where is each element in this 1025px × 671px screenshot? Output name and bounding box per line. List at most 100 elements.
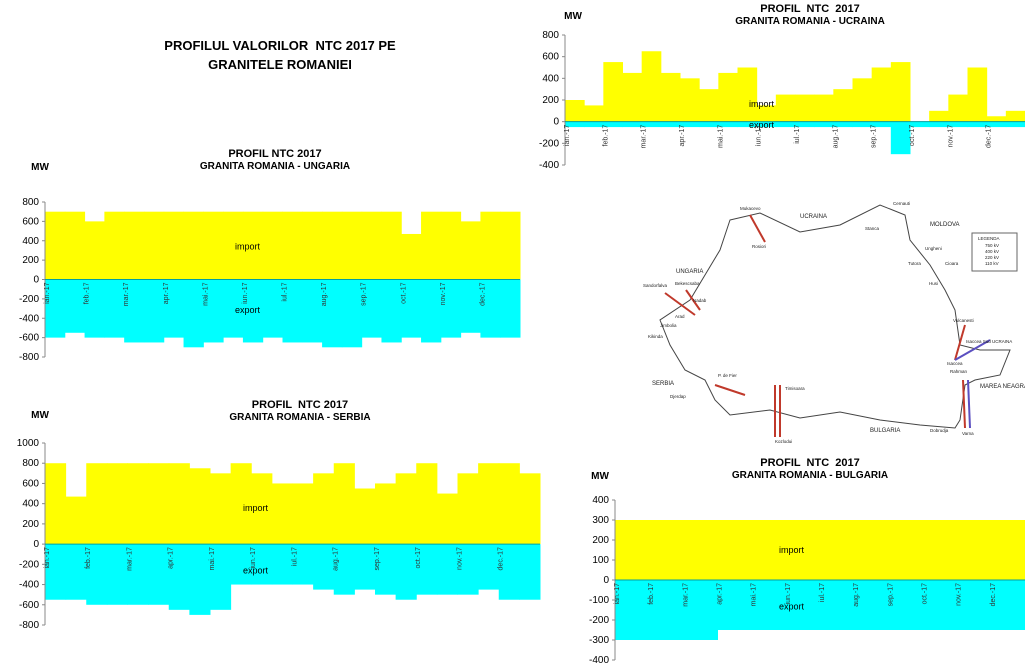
area-step [498,463,520,545]
area-step [203,211,224,280]
area-step [922,520,941,580]
map-label: Arad [675,314,685,319]
area-step [680,121,700,128]
y-axis-label: MW [31,410,49,421]
area-step [986,121,1007,128]
area-step [622,121,643,128]
y-tick-label: 0 [33,539,39,550]
area-step [106,463,128,545]
x-tick-label: ian.-17 [614,583,621,605]
y-tick-label: 100 [592,555,609,566]
area-step [948,121,968,128]
area-step [106,544,128,605]
map-label: Sandorfalva [643,283,668,288]
area-step [814,94,834,122]
y-axis-label: MW [564,11,582,22]
area-step [871,121,892,128]
area-step [210,544,232,610]
area-step [440,211,462,280]
area-step [756,105,777,122]
area-step [973,580,992,630]
area-step [354,544,376,590]
map-label: Kikinda [648,334,663,339]
x-tick-label: mai.-17 [717,125,724,148]
area-step [632,580,650,640]
area-step [84,221,105,280]
y-tick-label: 300 [592,515,609,526]
area-step [395,544,417,600]
area-step [837,520,855,580]
area-step [699,89,719,122]
area-step [401,233,422,280]
area-step [381,211,402,280]
map-label: Stanca [865,226,880,231]
x-tick-label: apr.-17 [679,125,686,147]
x-tick-label: feb.-17 [85,547,92,569]
map-label: Cioara [945,261,959,266]
map-label: 750 kV [985,243,999,248]
x-tick-label: nov.-17 [440,282,447,305]
area-step [1007,580,1025,630]
area-step [64,211,86,280]
area-step [341,211,363,280]
area-step [956,520,975,580]
map-label: Isaccea [947,361,963,366]
line-750 [967,379,971,429]
area-step [795,121,815,128]
map-label: Nadab [693,298,707,303]
line-400 [954,324,966,361]
x-tick-label: dec.-17 [498,547,505,570]
area-step [498,544,520,600]
x-tick-label: nov.-17 [457,547,464,570]
legend-box [971,232,1018,272]
y-tick-label: -600 [19,600,39,611]
y-tick-label: -100 [589,595,609,606]
y-tick-label: 0 [603,575,609,586]
x-tick-label: aug.-17 [321,282,328,306]
area-step [699,121,719,128]
series-label: export [779,601,805,611]
x-tick-label: sep.-17 [361,282,368,305]
area-step [242,279,264,343]
area-step [519,473,541,545]
area-step [820,580,838,630]
area-step [478,544,500,590]
area-step [871,580,889,630]
y-tick-label: -800 [19,352,39,363]
x-tick-label: iun.-17 [785,583,792,605]
map-label: Dobrudja [930,428,949,433]
map-label: Bekescsaba [675,281,700,286]
map-label: 110 kV [985,261,999,266]
area-step [401,279,422,338]
area-step [649,580,667,640]
area-step [322,279,343,348]
area-step [84,279,105,338]
area-step [905,580,923,630]
area-step [457,473,479,545]
area-step [189,544,211,615]
line-400 [664,292,696,316]
x-tick-label: apr.-17 [163,282,170,304]
x-tick-label: aug.-17 [853,583,860,607]
x-tick-label: apr.-17 [168,547,175,569]
y-tick-label: 200 [592,535,609,546]
y-tick-label: 800 [22,458,39,469]
area-step [163,279,185,338]
map-label: Ungheni [925,246,942,251]
y-tick-label: -600 [19,333,39,344]
area-step [313,544,335,590]
x-tick-label: dec.-17 [990,583,997,606]
area-step [302,279,323,343]
map-label: LEGENDA [978,236,1000,241]
area-step [500,279,521,338]
x-tick-label: ian.-17 [44,547,51,569]
area-step [939,520,958,580]
area-step [45,279,66,338]
area-step [751,580,770,630]
y-tick-label: -400 [539,160,559,171]
area-step [271,483,293,545]
area-step [230,544,252,585]
area-step [632,520,650,580]
map-label: Cernauti [893,201,910,206]
